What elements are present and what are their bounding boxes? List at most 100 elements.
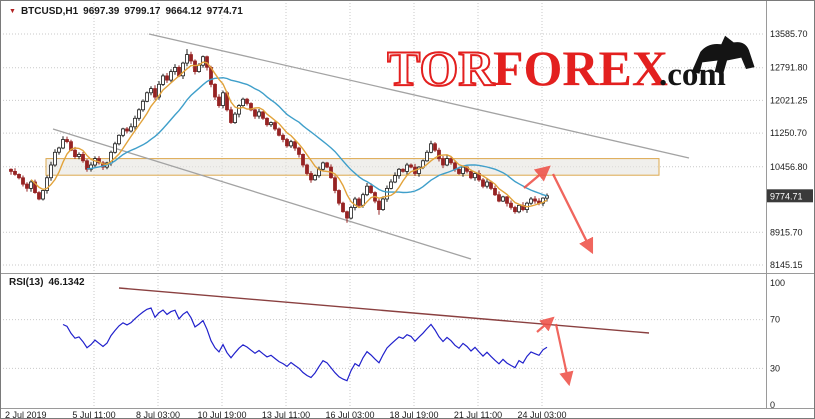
time-axis-label: 5 Jul 11:00	[72, 410, 115, 418]
candle	[65, 136, 69, 144]
candle	[273, 120, 277, 131]
candle	[125, 127, 129, 134]
ma-fast-line	[30, 61, 548, 209]
candle	[85, 159, 89, 172]
candle	[281, 133, 285, 143]
bull-bear-icon	[691, 35, 755, 74]
candle	[261, 111, 265, 120]
panel-separators	[1, 1, 814, 409]
time-axis: 2 Jul 2019 5 Jul 11:00 8 Jul 03:00 10 Jul 1…	[5, 410, 567, 418]
candle	[145, 91, 149, 103]
candle	[385, 185, 389, 202]
candle	[37, 191, 41, 201]
candle	[213, 83, 217, 100]
candle	[45, 175, 49, 194]
candle	[153, 85, 157, 100]
candle	[345, 210, 349, 223]
candle	[141, 99, 145, 112]
candle	[509, 200, 513, 210]
forecast-arrows-rsi	[536, 316, 574, 387]
price-axis-label: 13585.70	[770, 29, 808, 39]
ohlc-close: 9774.71	[206, 6, 243, 17]
candle	[277, 127, 281, 137]
candle	[369, 183, 373, 194]
candle	[161, 73, 165, 86]
candle	[257, 109, 261, 119]
candle	[429, 140, 433, 154]
candle	[57, 146, 61, 155]
resistance-zone	[45, 158, 660, 176]
time-axis-label: 10 Jul 19:00	[197, 410, 246, 418]
candle	[297, 146, 301, 158]
candle	[433, 142, 437, 152]
candle	[301, 153, 305, 168]
candle	[341, 201, 345, 213]
candle	[481, 178, 485, 189]
symbol-marker-icon: ▼	[9, 8, 16, 15]
price-axis-label: 10456.80	[770, 162, 808, 172]
rsi-line	[62, 307, 548, 382]
candle	[189, 51, 193, 64]
candle	[441, 156, 445, 169]
logo-tor: TOR	[387, 40, 495, 96]
symbol-name: BTCUSD,H1	[20, 6, 79, 17]
candle	[461, 166, 465, 177]
candle	[81, 151, 85, 163]
candle	[41, 188, 45, 201]
candle	[517, 204, 521, 214]
candle	[221, 90, 225, 109]
candle	[245, 97, 249, 106]
candle	[405, 162, 409, 175]
ohlc-open: 9697.39	[83, 6, 120, 17]
candle	[289, 139, 293, 148]
candle	[309, 171, 313, 183]
candle	[473, 171, 477, 181]
candle	[493, 185, 497, 196]
candle	[29, 180, 33, 192]
candle	[401, 168, 405, 173]
time-axis-label: 8 Jul 03:00	[136, 410, 180, 418]
candle	[17, 173, 21, 180]
candle	[485, 178, 489, 189]
time-axis-label: 16 Jul 03:00	[325, 410, 374, 418]
candle	[333, 175, 337, 194]
candle	[249, 102, 253, 112]
candle	[21, 175, 25, 187]
candle	[113, 141, 117, 154]
price-axis-label: 8145.15	[770, 260, 803, 270]
time-axis-label: 18 Jul 19:00	[389, 410, 438, 418]
rsi-value: 46.1342	[48, 277, 85, 288]
symbol-ohlc-info: ▼ BTCUSD,H1 9697.39 9799.17 9664.12 9774…	[9, 6, 243, 17]
candle	[253, 108, 257, 119]
ohlc-high: 9799.17	[124, 6, 161, 17]
time-axis-label: 21 Jul 11:00	[454, 410, 502, 418]
current-price-badge	[767, 189, 813, 203]
candle	[501, 195, 505, 202]
candle	[381, 196, 385, 211]
torforex-logo: TOR FOREX .com	[386, 31, 759, 101]
candle	[357, 197, 361, 208]
candle	[117, 134, 121, 146]
candle	[349, 205, 353, 220]
rsi-axis-label: 0	[770, 400, 775, 410]
candle	[233, 112, 237, 124]
price-axis: 13585.70 12791.80 12021.25 11250.70 10456.80…	[767, 29, 813, 270]
candle	[165, 73, 169, 83]
candle	[265, 117, 269, 127]
candle	[397, 168, 401, 179]
candle	[409, 163, 413, 169]
candle	[193, 59, 197, 75]
rsi-trendline	[118, 287, 650, 334]
candle	[393, 172, 397, 184]
candle	[149, 86, 153, 96]
candle	[457, 168, 461, 175]
candle	[325, 161, 329, 169]
candle	[121, 127, 125, 138]
price-axis-label: 12791.80	[770, 63, 808, 73]
candle	[437, 147, 441, 162]
candle	[449, 157, 453, 165]
candle	[73, 146, 77, 159]
candle	[237, 104, 241, 118]
